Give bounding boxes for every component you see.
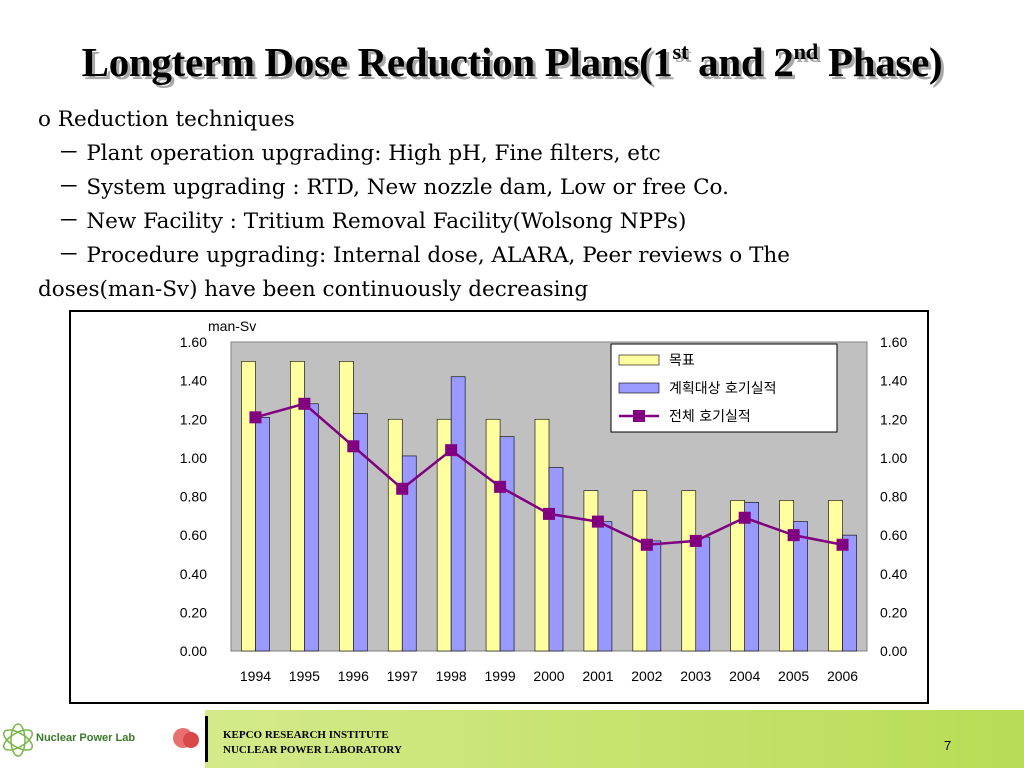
dose-chart: 0.00 0.00 0.20 0.20 0.40 0.40 0.60 0.60 0.80 0.80… bbox=[69, 310, 929, 704]
y-tick-label-left: 0.20 bbox=[180, 604, 207, 620]
y-tick-label-left: 1.00 bbox=[180, 450, 207, 466]
x-tick-label: 1997 bbox=[387, 668, 418, 684]
bullet-item: － Plant operation upgrading: High pH, Fi… bbox=[58, 141, 661, 166]
bar-plan-unit bbox=[304, 403, 319, 652]
line-marker bbox=[249, 411, 262, 424]
line-marker bbox=[787, 529, 800, 542]
x-tick-label: 1998 bbox=[436, 668, 467, 684]
bar-plan-unit bbox=[499, 436, 515, 652]
legend-marker bbox=[633, 410, 645, 422]
line-marker bbox=[836, 538, 849, 551]
x-tick-label: 2006 bbox=[827, 668, 858, 684]
bar-plan-unit bbox=[548, 467, 564, 652]
bar-plan-unit bbox=[597, 521, 613, 652]
y-tick-label-right: 1.00 bbox=[880, 450, 907, 466]
y-axis-label: man-Sv bbox=[208, 318, 256, 334]
x-tick-label: 2003 bbox=[680, 668, 711, 684]
y-tick-label-right: 0.60 bbox=[880, 527, 907, 543]
institute-name: KEPCO RESEARCH INSTITUTE NUCLEAR POWER L… bbox=[223, 729, 402, 756]
bar-target bbox=[583, 490, 599, 652]
x-tick-label: 1996 bbox=[338, 668, 369, 684]
line-marker bbox=[396, 482, 409, 495]
y-tick-label-left: 0.00 bbox=[180, 643, 207, 659]
line-marker bbox=[445, 444, 458, 457]
bar-target bbox=[485, 418, 501, 652]
bar-plan-unit bbox=[646, 540, 662, 652]
bar-target bbox=[534, 418, 550, 652]
y-tick-label-left: 0.40 bbox=[180, 566, 207, 582]
bullet-item: － New Facility : Tritium Removal Facilit… bbox=[58, 209, 687, 234]
legend-label: 목표 bbox=[669, 353, 695, 369]
legend-swatch bbox=[618, 354, 660, 366]
bar-plan-unit bbox=[255, 417, 270, 652]
line-marker bbox=[738, 511, 751, 524]
legend-label: 계획대상 호기실적 bbox=[669, 381, 777, 397]
line-marker bbox=[298, 397, 311, 410]
x-tick-label: 2005 bbox=[778, 668, 809, 684]
x-tick-label: 2002 bbox=[631, 668, 662, 684]
bar-target bbox=[779, 500, 794, 652]
y-tick-label-right: 0.20 bbox=[880, 604, 907, 620]
bar-target bbox=[339, 361, 354, 652]
bar-plan-unit bbox=[450, 376, 466, 652]
bar-target bbox=[828, 500, 843, 652]
y-tick-label-left: 0.60 bbox=[180, 527, 207, 543]
legend-label: 전체 호기실적 bbox=[669, 409, 751, 425]
atom-logo-icon bbox=[2, 723, 199, 757]
x-tick-label: 1994 bbox=[240, 668, 271, 684]
line-marker bbox=[640, 538, 653, 551]
y-tick-label-right: 0.40 bbox=[880, 566, 907, 582]
bar-plan-unit bbox=[695, 536, 711, 652]
bar-plan-unit bbox=[793, 521, 808, 652]
legend-swatch bbox=[618, 382, 660, 394]
bar-target bbox=[632, 490, 648, 652]
y-tick-label-right: 1.20 bbox=[880, 411, 907, 427]
y-tick-label-left: 0.80 bbox=[180, 489, 207, 505]
bar-plan-unit bbox=[401, 455, 417, 652]
bar-plan-unit bbox=[842, 534, 857, 652]
bullet-list: o Reduction techniques － Plant operation… bbox=[38, 103, 988, 307]
bar-plan-unit bbox=[353, 413, 368, 652]
x-tick-label: 1999 bbox=[484, 668, 515, 684]
y-tick-label-left: 1.20 bbox=[180, 411, 207, 427]
y-tick-label-right: 0.00 bbox=[880, 643, 907, 659]
bar-target bbox=[681, 490, 697, 652]
line-marker bbox=[494, 480, 507, 493]
bullet-heading: o Reduction techniques bbox=[38, 107, 295, 132]
bar-target bbox=[241, 361, 256, 652]
slide-title: Longterm Dose Reduction Plans(1st and 2n… bbox=[81, 39, 943, 85]
bar-plan-unit bbox=[744, 501, 759, 652]
footer-divider bbox=[205, 716, 208, 762]
bullet-item: doses(man-Sv) have been continuously dec… bbox=[38, 277, 589, 302]
line-marker bbox=[347, 440, 360, 453]
line-marker bbox=[689, 534, 702, 547]
lab-logo: Nuclear Power Lab bbox=[0, 710, 205, 768]
logo-text: Nuclear Power Lab bbox=[36, 732, 136, 744]
x-tick-label: 2004 bbox=[729, 668, 760, 684]
y-tick-label-right: 1.60 bbox=[880, 334, 907, 350]
y-tick-label-left: 1.60 bbox=[180, 334, 207, 350]
line-marker bbox=[543, 507, 555, 520]
x-tick-label: 2001 bbox=[582, 668, 613, 684]
y-tick-label-right: 1.40 bbox=[880, 373, 907, 389]
y-tick-label-left: 1.40 bbox=[180, 373, 207, 389]
bar-target bbox=[387, 418, 403, 652]
x-tick-label: 2000 bbox=[533, 668, 564, 684]
bullet-item: － Procedure upgrading: Internal dose, AL… bbox=[58, 243, 790, 268]
y-tick-label-right: 0.80 bbox=[880, 489, 907, 505]
bullet-item: － System upgrading : RTD, New nozzle dam… bbox=[58, 175, 729, 200]
chart-svg: 0.00 0.00 0.20 0.20 0.40 0.40 0.60 0.60 0.80 0.80… bbox=[180, 318, 908, 684]
x-tick-label: 1995 bbox=[289, 668, 320, 684]
line-marker bbox=[591, 515, 604, 528]
page-number: 7 bbox=[944, 738, 952, 753]
footer-bar: Nuclear Power Lab KEPCO RESEARCH INSTITU… bbox=[0, 710, 1024, 768]
